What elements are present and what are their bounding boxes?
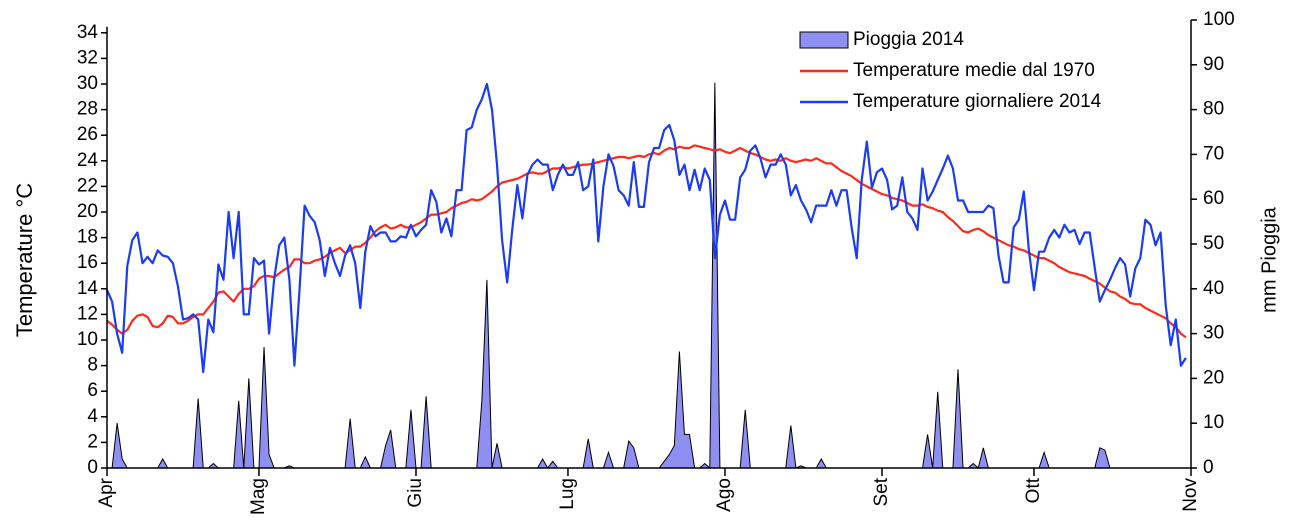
y-tick-label: 4: [87, 406, 98, 427]
legend-label: Temperature giornaliere 2014: [853, 91, 1102, 112]
y-tick-label: 32: [77, 47, 98, 68]
x-tick-label: Ago: [714, 478, 735, 512]
y-tick-label: 26: [77, 124, 98, 145]
y2-tick-label: 50: [1203, 233, 1224, 254]
x-tick-label: Giu: [405, 478, 426, 508]
y-tick-label: 18: [77, 227, 98, 248]
y2-tick-label: 100: [1203, 9, 1235, 30]
y2-tick-label: 10: [1203, 412, 1224, 433]
y-tick-label: 28: [77, 99, 98, 120]
y-tick-label: 0: [87, 457, 98, 478]
y2-tick-label: 0: [1203, 457, 1214, 478]
y-tick-label: 22: [77, 175, 98, 196]
legend-label: Temperature medie dal 1970: [853, 60, 1095, 81]
temperature-line: [106, 144, 1187, 339]
x-tick-label: Nov: [1180, 478, 1201, 512]
y-tick-label: 20: [77, 201, 98, 222]
y-tick-label: 12: [77, 303, 98, 324]
x-tick-label: Ott: [1023, 477, 1044, 503]
y-tick-label: 16: [77, 252, 98, 273]
legend-swatch: [799, 31, 849, 49]
temperature-line: [105, 82, 1187, 374]
y-tick-label: 14: [77, 278, 99, 299]
y-axis-title: Temperature °C: [12, 183, 37, 337]
y2-tick-label: 80: [1203, 99, 1224, 120]
x-tick-label: Mag: [248, 478, 269, 515]
y-tick-label: 6: [87, 380, 98, 401]
x-tick-label: Lug: [557, 478, 578, 510]
x-tick-label: Apr: [96, 477, 117, 507]
x-tick-label: Set: [871, 477, 892, 506]
y2-tick-label: 60: [1203, 188, 1224, 209]
y-tick-label: 24: [77, 150, 99, 171]
y2-tick-label: 90: [1203, 54, 1224, 75]
y-tick-label: 10: [77, 329, 98, 350]
y-tick-label: 2: [87, 431, 98, 452]
y2-tick-label: 40: [1203, 278, 1224, 299]
y2-tick-label: 30: [1203, 323, 1224, 344]
y2-axis-title: mm Pioggia: [1258, 206, 1280, 312]
legend-label: Pioggia 2014: [853, 29, 964, 50]
y2-tick-label: 20: [1203, 367, 1224, 388]
y-tick-label: 8: [87, 355, 98, 376]
y2-tick-label: 70: [1203, 143, 1224, 164]
y-tick-label: 30: [77, 73, 98, 94]
y-tick-label: 34: [77, 22, 99, 43]
